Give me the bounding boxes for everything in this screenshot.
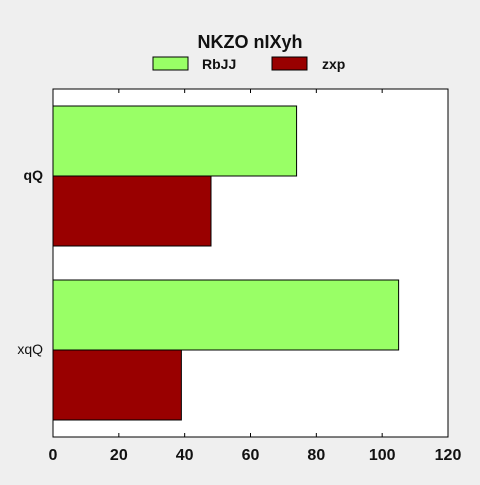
x-tick-label: 40: [176, 447, 194, 464]
x-tick-label: 20: [110, 447, 128, 464]
bar-zxp-xqq: [52, 349, 182, 421]
x-tick-label: 80: [307, 447, 325, 464]
chart-title: NKZO nIXyh: [197, 32, 302, 52]
legend-swatch-zxp: [271, 56, 308, 71]
x-tick-label: 100: [369, 447, 396, 464]
bars-layer: [52, 105, 400, 421]
bar-zxp-qq: [52, 175, 212, 247]
x-tick-label: 0: [49, 447, 58, 464]
y-tick-label: qQ: [24, 167, 44, 183]
legend-label-zxp: zxp: [322, 56, 345, 72]
legend: RbJJ zxp: [152, 56, 345, 72]
x-axis: 0 20 40 60 80 100 120: [49, 89, 462, 464]
legend-label-rbjj: RbJJ: [202, 56, 236, 72]
y-axis: qQ xqQ: [17, 167, 57, 357]
bar-rbjj-xqq: [52, 279, 400, 351]
x-tick-label: 60: [242, 447, 260, 464]
bar-rbjj-qq: [52, 105, 298, 177]
legend-swatch-rbjj: [152, 56, 189, 71]
x-tick-label: 120: [435, 447, 462, 464]
y-tick-label: xqQ: [17, 341, 43, 357]
